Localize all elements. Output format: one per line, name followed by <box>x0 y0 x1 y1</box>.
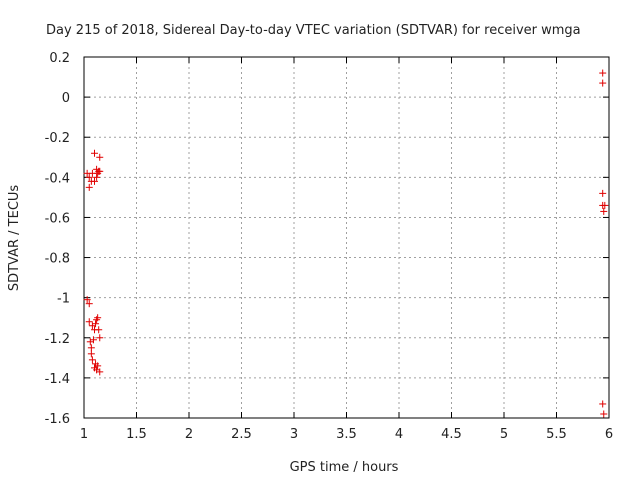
data-point <box>94 314 102 322</box>
x-tick-label: 5.5 <box>546 427 567 442</box>
x-tick-label: 4 <box>395 427 403 442</box>
data-point <box>96 167 104 175</box>
data-point <box>85 173 93 181</box>
data-point <box>91 177 98 185</box>
data-point <box>601 201 609 209</box>
x-tick-label: 3.5 <box>336 427 357 442</box>
y-tick-label: -1.2 <box>45 332 70 347</box>
data-point <box>87 344 95 352</box>
data-point <box>93 173 101 181</box>
tick-labels: 1 1.5 2 2.5 3 3.5 4 4.5 5 5.5 6 0.2 0 -0.2 -0.4 -0.6 -0.… <box>45 51 614 442</box>
x-tick-label: 1 <box>80 427 88 442</box>
data-point <box>600 410 608 418</box>
data-point <box>92 320 100 328</box>
y-tick-label: -1 <box>57 292 70 307</box>
data-point <box>94 362 102 370</box>
data-point <box>96 334 104 342</box>
x-tick-label: 4.5 <box>441 427 462 442</box>
y-tick-label: -0.6 <box>45 211 70 226</box>
x-axis-label: GPS time / hours <box>290 460 399 475</box>
data-point <box>91 149 98 157</box>
x-tick-label: 6 <box>605 427 613 442</box>
data-point <box>95 326 103 334</box>
data-point <box>85 183 93 191</box>
y-tick-label: -0.2 <box>45 131 70 146</box>
x-tick-label: 3 <box>290 427 298 442</box>
data-point <box>599 400 607 408</box>
data-point <box>96 368 104 376</box>
data-point <box>89 336 97 344</box>
data-point <box>599 189 607 197</box>
data-point <box>85 318 93 326</box>
y-tick-label: -0.8 <box>45 252 70 267</box>
data-point <box>83 296 91 304</box>
y-tick-label: -1.4 <box>45 372 70 387</box>
data-point <box>96 153 104 161</box>
y-tick-label: 0.2 <box>49 51 70 66</box>
y-tick-label: 0 <box>62 91 70 106</box>
data-point <box>87 350 95 358</box>
data-point <box>85 300 93 308</box>
x-tick-label: 2.5 <box>231 427 252 442</box>
data-point <box>600 207 608 215</box>
y-axis-label: SDTVAR / TECUs <box>7 185 22 292</box>
data-points <box>83 69 609 418</box>
x-tick-label: 2 <box>185 427 193 442</box>
x-tick-label: 5 <box>500 427 508 442</box>
data-point <box>599 79 607 87</box>
data-point <box>599 69 607 77</box>
x-tick-label: 1.5 <box>126 427 147 442</box>
grid-lines <box>84 57 609 418</box>
data-point <box>88 356 96 364</box>
y-tick-label: -0.4 <box>45 171 70 186</box>
y-tick-label: -1.6 <box>45 412 70 427</box>
chart-title: Day 215 of 2018, Sidereal Day-to-day VTE… <box>46 23 581 38</box>
plot-frame <box>83 56 610 419</box>
